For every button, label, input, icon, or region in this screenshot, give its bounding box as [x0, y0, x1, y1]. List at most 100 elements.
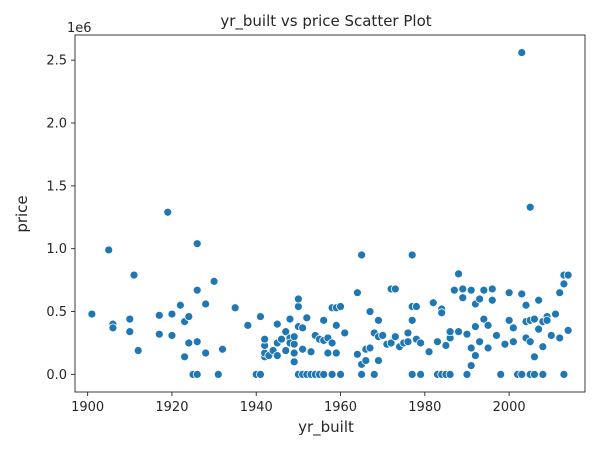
y-tick-label: 0.5 [46, 305, 67, 320]
data-point [260, 334, 270, 344]
data-point [365, 307, 375, 316]
data-point [306, 347, 316, 357]
plot-frame [74, 34, 586, 393]
data-point [487, 284, 497, 294]
data-point [521, 300, 531, 310]
data-point [403, 337, 413, 347]
data-point [517, 370, 527, 379]
data-point [479, 314, 489, 324]
data-point [458, 284, 468, 294]
data-point [534, 324, 544, 334]
data-point [508, 323, 518, 333]
data-point [546, 331, 556, 340]
data-point [108, 323, 118, 333]
data-point [454, 327, 463, 337]
data-point [163, 207, 173, 217]
data-points [87, 48, 573, 379]
data-point [534, 295, 544, 305]
data-point [352, 349, 362, 359]
data-point [487, 295, 497, 305]
data-point [390, 284, 400, 294]
data-point [504, 288, 514, 298]
data-point [285, 314, 295, 324]
data-point [449, 285, 459, 295]
data-point [192, 285, 202, 295]
data-point [403, 328, 413, 338]
y-tick-label: 0.0 [46, 368, 67, 383]
data-point [129, 270, 139, 280]
data-point [125, 327, 135, 337]
data-point [192, 337, 202, 347]
data-point [530, 370, 539, 379]
data-point [445, 327, 455, 337]
x-tick-label: 1940 [240, 400, 273, 415]
data-point [175, 300, 185, 310]
data-point [428, 298, 438, 308]
data-point [125, 314, 135, 324]
plot-area [74, 34, 586, 393]
data-point [471, 322, 480, 332]
data-point [293, 294, 303, 304]
data-point [479, 285, 489, 295]
data-point [386, 338, 396, 348]
data-point [517, 289, 527, 299]
data-point [542, 315, 552, 325]
data-point [475, 337, 485, 347]
data-point [213, 370, 223, 379]
data-point [483, 343, 493, 353]
data-point [192, 370, 202, 379]
data-point [361, 356, 371, 365]
data-point [184, 312, 194, 321]
data-point [331, 320, 341, 330]
data-point [87, 309, 97, 319]
data-point [352, 288, 362, 298]
data-point [407, 315, 417, 325]
data-point [289, 348, 299, 358]
data-point [559, 370, 569, 379]
data-point [500, 339, 510, 349]
data-point [192, 239, 202, 249]
data-point [492, 331, 501, 340]
data-point [319, 370, 329, 379]
data-point [154, 310, 164, 320]
data-point [525, 202, 535, 212]
data-point [504, 315, 514, 325]
data-point [281, 327, 291, 337]
data-point [416, 370, 426, 379]
data-point [416, 338, 426, 348]
data-point [293, 302, 303, 311]
data-point [538, 370, 548, 379]
data-point [331, 348, 341, 358]
data-point [243, 320, 253, 330]
data-point [256, 312, 265, 321]
data-point [201, 348, 211, 358]
data-point [458, 293, 468, 303]
data-point [530, 314, 539, 324]
data-point [390, 332, 400, 342]
data-point [466, 361, 476, 371]
data-point [302, 313, 312, 323]
data-point [323, 348, 333, 358]
data-point [327, 338, 337, 348]
data-point [289, 357, 299, 367]
data-point [184, 338, 194, 348]
x-tick-label: 2000 [493, 400, 526, 415]
data-point [218, 344, 227, 354]
data-point [407, 370, 417, 379]
x-axis-label: yr_built [298, 418, 354, 437]
data-point [201, 299, 211, 309]
data-point [563, 326, 573, 335]
data-point [298, 344, 308, 354]
data-point [466, 343, 476, 353]
data-point [104, 245, 114, 255]
data-point [289, 339, 299, 349]
x-axis: 1900 1920 1940 1960 1980 2000 [71, 392, 526, 415]
y-tick-label: 1.5 [46, 179, 67, 194]
data-point [298, 323, 308, 333]
x-tick-label: 1900 [71, 400, 104, 415]
data-point [496, 370, 506, 379]
data-point [517, 48, 527, 57]
data-point [437, 308, 447, 318]
data-point [336, 370, 345, 379]
